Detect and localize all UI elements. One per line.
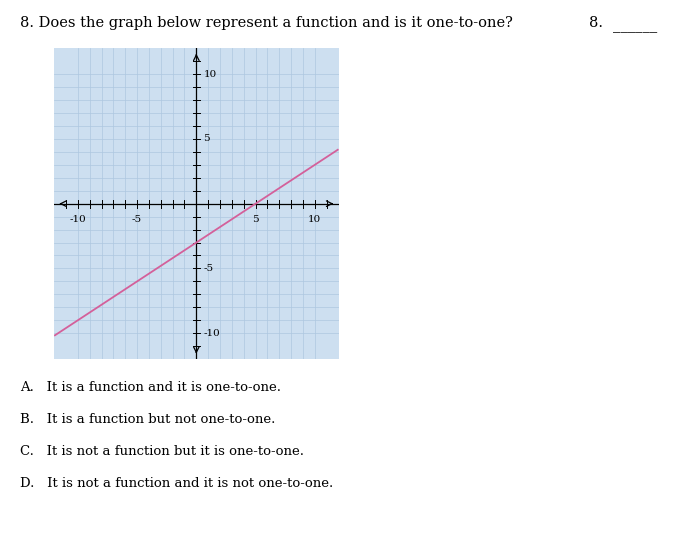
- Text: 5: 5: [203, 135, 210, 144]
- Text: 10: 10: [308, 215, 322, 225]
- Text: -5: -5: [203, 264, 213, 273]
- Text: -10: -10: [70, 215, 86, 225]
- Text: B.   It is a function but not one-to-one.: B. It is a function but not one-to-one.: [20, 413, 276, 426]
- Text: 10: 10: [203, 70, 217, 79]
- Text: D.   It is not a function and it is not one-to-one.: D. It is not a function and it is not on…: [20, 477, 334, 490]
- Text: 5: 5: [253, 215, 259, 225]
- Text: -5: -5: [132, 215, 142, 225]
- Text: 8.: 8.: [589, 16, 603, 30]
- Text: -10: -10: [203, 329, 220, 338]
- Text: 8. Does the graph below represent a function and is it one-to-one?: 8. Does the graph below represent a func…: [20, 16, 513, 30]
- Text: C.   It is not a function but it is one-to-one.: C. It is not a function but it is one-to…: [20, 445, 304, 458]
- Text: A.   It is a function and it is one-to-one.: A. It is a function and it is one-to-one…: [20, 381, 282, 393]
- Text: ______: ______: [613, 19, 657, 33]
